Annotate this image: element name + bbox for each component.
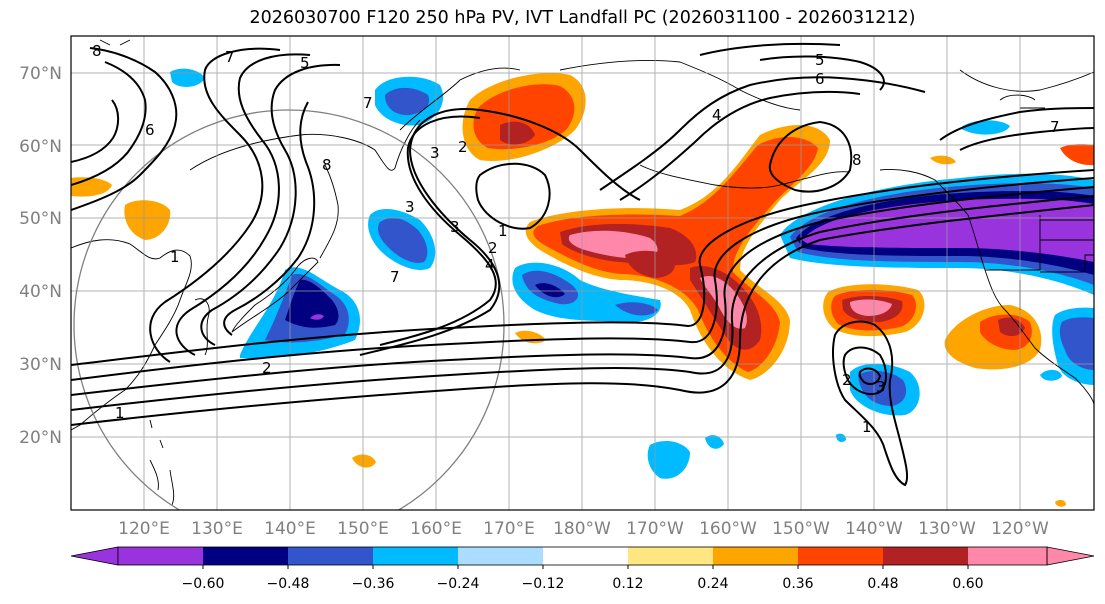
colorbar-segment (713, 547, 798, 565)
colorbar-segment (968, 547, 1047, 565)
colorbar-segment (288, 547, 373, 565)
lon-label: 120°E (118, 519, 170, 539)
lon-label: 160°E (410, 519, 462, 539)
contour-label: 1 (115, 404, 125, 422)
contour-label: 2 (842, 371, 852, 389)
contour-label: 1 (170, 248, 180, 266)
colorbar-segment (203, 547, 288, 565)
contour-label: 3 (430, 144, 440, 162)
contour-label-layer: 8 7 6 5 4 3 2 1 5 6 7 7 8 1 2 3 4 2 1 7 … (92, 42, 1060, 436)
colorbar: −0.60 −0.48 −0.36 −0.24 −0.12 0.12 0.24 … (70, 546, 1095, 592)
colorbar-tick-label: 0.48 (867, 576, 898, 592)
contour-label: 4 (712, 106, 722, 124)
contour-label: 5 (815, 51, 825, 69)
colorbar-extend-high (1046, 546, 1095, 566)
colorbar-segment (458, 547, 543, 565)
lon-label: 140°E (264, 519, 316, 539)
longitude-axis: 120°E 130°E 140°E 150°E 160°E 170°E 180°… (118, 519, 1049, 539)
pv-contours (71, 42, 1094, 487)
lat-label: 30°N (19, 355, 62, 375)
colorbar-extend-low (70, 546, 119, 566)
lon-label: 140°W (845, 519, 903, 539)
lat-label: 40°N (19, 282, 62, 302)
colorbar-tick-label: −0.48 (267, 576, 310, 592)
lat-lon-grid (71, 36, 1094, 510)
contour-label: 8 (852, 151, 862, 169)
map-area: 8 7 6 5 4 3 2 1 5 6 7 7 8 1 2 3 4 2 1 7 … (71, 36, 1094, 510)
contour-label: 2 (458, 138, 468, 156)
lon-label: 120°W (991, 519, 1049, 539)
contour-label: 7 (390, 268, 400, 286)
colorbar-tick-label: −0.36 (352, 576, 395, 592)
colorbar-tick-label: −0.12 (522, 576, 565, 592)
colorbar-segment (628, 547, 713, 565)
contour-label: 3 (405, 198, 415, 216)
lat-label: 50°N (19, 209, 62, 229)
figure-title: 2026030700 F120 250 hPa PV, IVT Landfall… (249, 8, 916, 28)
contour-label: 3 (450, 218, 460, 236)
contour-label: 7 (1050, 118, 1060, 136)
latitude-axis: 70°N 60°N 50°N 40°N 30°N 20°N (19, 64, 62, 448)
lon-label: 130°E (191, 519, 243, 539)
contour-label: 5 (300, 54, 310, 72)
lon-label: 160°W (699, 519, 757, 539)
lat-label: 20°N (19, 428, 62, 448)
colorbar-segment (373, 547, 458, 565)
lat-label: 60°N (19, 137, 62, 157)
contour-label: 8 (322, 156, 332, 174)
contour-label: 7 (225, 48, 235, 66)
colorbar-tick-label: 0.36 (782, 576, 813, 592)
colorbar-tick-label: 0.12 (612, 576, 643, 592)
lon-label: 130°W (918, 519, 976, 539)
colorbar-tick-label: 0.24 (697, 576, 728, 592)
map-frame (70, 35, 1095, 511)
colorbar-segment (543, 547, 628, 565)
contour-label: 1 (862, 418, 872, 436)
colorbar-tick-label: 0.60 (952, 576, 983, 592)
contour-label: 7 (363, 94, 373, 112)
lon-label: 170°E (483, 519, 535, 539)
lon-label: 180°W (553, 519, 611, 539)
contour-label: 6 (815, 70, 825, 88)
contour-label: 6 (145, 121, 155, 139)
contour-label: 2 (488, 239, 498, 257)
colorbar-segment (798, 547, 883, 565)
colorbar-tick-label: −0.60 (182, 576, 225, 592)
contour-label: 2 (262, 359, 272, 377)
colorbar-segment (118, 547, 203, 565)
contour-label: 4 (485, 256, 495, 274)
lat-label: 70°N (19, 64, 62, 84)
lon-label: 150°W (772, 519, 830, 539)
contour-label: 3 (876, 378, 886, 396)
contour-label: 1 (498, 222, 508, 240)
colorbar-tick-label: −0.24 (437, 576, 480, 592)
lon-label: 150°E (337, 519, 389, 539)
colorbar-segment (883, 547, 968, 565)
contour-label: 8 (92, 42, 102, 60)
lon-label: 170°W (626, 519, 684, 539)
